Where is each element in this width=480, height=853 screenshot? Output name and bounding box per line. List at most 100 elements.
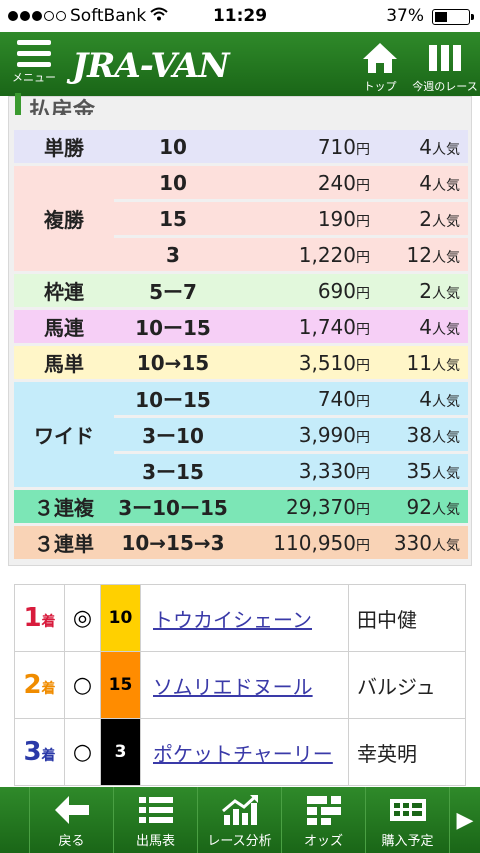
bet-numbers: 10 xyxy=(114,166,232,199)
toolbar-spacer xyxy=(0,787,30,853)
top-label: トップ xyxy=(363,80,397,93)
bet-numbers: 3ー15 xyxy=(114,454,232,487)
this-week-races-button[interactable]: 今週のレース xyxy=(410,38,480,94)
bet-numbers: 10ー15 xyxy=(114,310,232,343)
horse-name-link[interactable]: ポケットチャーリー xyxy=(153,741,333,766)
payout-amount: 710円 xyxy=(232,130,376,163)
payout-row-trifecta: ３連単 10→15→3 110,950円 330人気 xyxy=(14,526,468,559)
horse-name-link[interactable]: ソムリエドヌール xyxy=(153,674,313,699)
battery-icon xyxy=(432,9,474,25)
payout-amount: 240円 xyxy=(232,166,376,199)
horse-name-cell: トウカイシェーン xyxy=(140,584,349,652)
analysis-chart-icon xyxy=(220,790,260,830)
hamburger-icon xyxy=(17,40,51,67)
back-button[interactable]: 戻る xyxy=(30,787,114,853)
payout-row-wide: 3ー10 3,990円 38人気 xyxy=(14,418,468,451)
result-row: 3着 ○ 3 ポケットチャーリー 幸英明 xyxy=(14,718,466,786)
bet-type: ワイド xyxy=(14,382,114,487)
bottom-toolbar: 戻る 出馬表 レース分析 オッズ 購入予定 ▶ xyxy=(0,787,480,853)
result-row: 1着 ◎ 10 トウカイシェーン 田中健 xyxy=(14,584,466,652)
odds-button[interactable]: オッズ xyxy=(282,787,366,853)
bet-numbers: 3ー10ー15 xyxy=(114,490,232,523)
bet-numbers: 15 xyxy=(114,202,232,235)
popularity: 330人気 xyxy=(376,526,468,559)
bet-numbers: 10 xyxy=(114,130,232,163)
payout-amount: 3,510円 xyxy=(232,346,376,379)
bet-numbers: 10→15 xyxy=(114,346,232,379)
bet-type: ３連複 xyxy=(14,490,114,523)
prediction-mark: ○ xyxy=(64,651,101,719)
horse-name-cell: ポケットチャーリー xyxy=(140,718,349,786)
horse-number-badge: 15 xyxy=(100,651,141,719)
payout-amount: 740円 xyxy=(232,382,376,415)
bet-type: 単勝 xyxy=(14,130,114,163)
payout-amount: 3,330円 xyxy=(232,454,376,487)
horse-name-cell: ソムリエドヌール xyxy=(140,651,349,719)
app-header: メニュー JRA-VAN トップ 今週のレース xyxy=(0,32,480,96)
prediction-mark: ○ xyxy=(64,718,101,786)
payout-row-place: 3 1,220円 12人気 xyxy=(14,238,468,271)
jra-van-logo[interactable]: JRA-VAN xyxy=(72,46,230,86)
chevron-right-icon: ▶ xyxy=(456,807,474,833)
popularity: 92人気 xyxy=(376,490,468,523)
bet-type: 馬連 xyxy=(14,310,114,343)
back-label: 戻る xyxy=(58,834,85,849)
clock: 11:29 xyxy=(212,6,268,26)
bet-numbers: 10→15→3 xyxy=(114,526,232,559)
bet-numbers: 3ー10 xyxy=(114,418,232,451)
ticket-icon xyxy=(388,790,428,830)
race-analysis-button[interactable]: レース分析 xyxy=(198,787,282,853)
menu-label: メニュー xyxy=(12,71,56,84)
popularity: 2人気 xyxy=(376,202,468,235)
payout-amount: 110,950円 xyxy=(232,526,376,559)
popularity: 35人気 xyxy=(376,454,468,487)
odds-label: オッズ xyxy=(303,834,343,849)
payout-amount: 29,370円 xyxy=(232,490,376,523)
popularity: 38人気 xyxy=(376,418,468,451)
payout-amount: 3,990円 xyxy=(232,418,376,451)
top-button[interactable]: トップ xyxy=(356,38,404,94)
payout-table: 単勝 10 710円 4人気 複勝 10 240円 4人気 15 190円 2人… xyxy=(14,127,468,562)
popularity: 4人気 xyxy=(376,166,468,199)
entries-button[interactable]: 出馬表 xyxy=(114,787,198,853)
horse-number-badge: 10 xyxy=(100,584,141,652)
purchase-plan-label: 購入予定 xyxy=(381,834,434,849)
payout-amount: 1,740円 xyxy=(232,310,376,343)
payout-title: 払戻金 xyxy=(15,93,95,115)
bet-numbers: 3 xyxy=(114,238,232,271)
popularity: 2人気 xyxy=(376,274,468,307)
finish-position: 1着 xyxy=(14,584,65,652)
jockey-name: バルジュ xyxy=(348,651,466,719)
bet-type: 複勝 xyxy=(14,166,114,271)
toolbar-next-button[interactable]: ▶ xyxy=(450,787,480,853)
payout-row-exacta: 馬単 10→15 3,510円 11人気 xyxy=(14,346,468,379)
race-result-table: 1着 ◎ 10 トウカイシェーン 田中健 2着 ○ 15 ソムリエドヌール バル… xyxy=(14,584,466,786)
this-week-label: 今週のレース xyxy=(412,80,478,93)
payout-row-place: 複勝 10 240円 4人気 xyxy=(14,166,468,271)
payout-amount: 1,220円 xyxy=(232,238,376,271)
carrier-info: SoftBank xyxy=(8,6,168,26)
payout-row-place: 15 190円 2人気 xyxy=(14,202,468,235)
purchase-plan-button[interactable]: 購入予定 xyxy=(366,787,450,853)
odds-grid-icon xyxy=(305,790,343,830)
wifi-icon xyxy=(150,6,168,26)
finish-position: 2着 xyxy=(14,651,65,719)
jockey-name: 幸英明 xyxy=(348,718,466,786)
finish-position: 3着 xyxy=(14,718,65,786)
payout-row-trio: ３連複 3ー10ー15 29,370円 92人気 xyxy=(14,490,468,523)
popularity: 4人気 xyxy=(376,130,468,163)
horse-number-badge: 3 xyxy=(100,718,141,786)
result-row: 2着 ○ 15 ソムリエドヌール バルジュ xyxy=(14,651,466,719)
payout-row-win: 単勝 10 710円 4人気 xyxy=(14,130,468,163)
payout-row-bracket: 枠連 5ー7 690円 2人気 xyxy=(14,274,468,307)
payout-amount: 690円 xyxy=(232,274,376,307)
home-icon xyxy=(356,38,404,78)
popularity: 4人気 xyxy=(376,382,468,415)
payout-row-wide: ワイド 10ー15 740円 4人気 xyxy=(14,382,468,487)
bet-numbers: 5ー7 xyxy=(114,274,232,307)
menu-button[interactable]: メニュー xyxy=(8,40,60,85)
horse-name-link[interactable]: トウカイシェーン xyxy=(153,607,312,632)
status-bar: SoftBank 11:29 37% xyxy=(0,0,480,32)
popularity: 12人気 xyxy=(376,238,468,271)
popularity: 11人気 xyxy=(376,346,468,379)
